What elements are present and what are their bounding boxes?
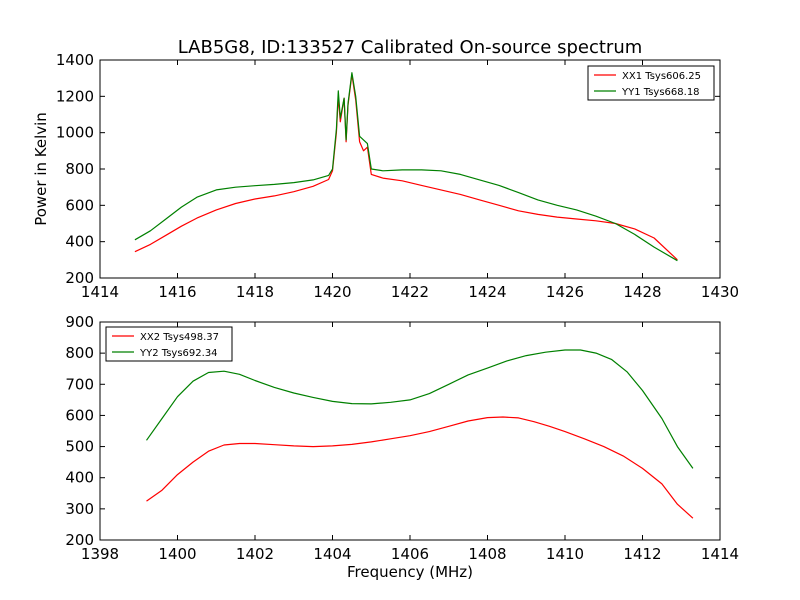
legend-box	[587, 65, 715, 101]
x-tick-label: 1418	[236, 283, 274, 301]
y-tick-label: 600	[65, 406, 94, 424]
y-tick-label: 800	[65, 344, 94, 362]
x-tick-label: 1426	[546, 283, 584, 301]
legend-entry: YY1 Tsys668.18	[621, 87, 700, 98]
x-tick-label: 1430	[701, 283, 739, 301]
x-axis-label: Frequency (MHz)	[347, 563, 473, 581]
y-tick-label: 800	[65, 160, 94, 178]
y-tick-label: 700	[65, 375, 94, 393]
legend: XX2 Tsys498.37 YY2 Tsys692.34	[105, 326, 233, 362]
y-tick-label: 600	[65, 196, 94, 214]
x-tick-label: 1406	[391, 545, 429, 563]
legend-entry: XX1 Tsys606.25	[622, 71, 701, 82]
y-tick-label: 1000	[56, 124, 94, 142]
series-line-yy2	[146, 349, 694, 469]
x-tick-label: 1422	[391, 283, 429, 301]
y-tick-label: 1400	[56, 51, 94, 69]
y-tick-label: 500	[65, 438, 94, 456]
x-tick-label: 1416	[158, 283, 196, 301]
x-tick-label: 1414	[701, 545, 739, 563]
legend-entry: XX2 Tsys498.37	[140, 332, 219, 343]
series-line-xx2	[146, 416, 694, 519]
x-tick-label: 1414	[81, 283, 119, 301]
y-tick-label: 200	[65, 531, 94, 549]
y-tick-label: 400	[65, 469, 94, 487]
top-spectrum-panel: 1414 1416 1418 1420 1422 1424 1426 1428 1430 200 4…	[56, 51, 739, 301]
y-tick-label: 900	[65, 313, 94, 331]
x-tick-label: 1412	[623, 545, 661, 563]
x-tick-label: 1420	[313, 283, 351, 301]
y-tick-label: 400	[65, 233, 94, 251]
y-tick-label: 300	[65, 500, 94, 518]
bottom-spectrum-panel: 1398 1400 1402 1404 1406 1408 1410 1412 1414 200 3…	[65, 313, 739, 563]
x-tick-label: 1398	[81, 545, 119, 563]
x-tick-label: 1402	[236, 545, 274, 563]
figure-title: LAB5G8, ID:133527 Calibrated On-source s…	[178, 37, 643, 58]
x-tick-label: 1404	[313, 545, 351, 563]
legend: XX1 Tsys606.25 YY1 Tsys668.18	[587, 65, 715, 101]
x-tick-label: 1400	[158, 545, 196, 563]
x-tick-label: 1408	[468, 545, 506, 563]
y-tick-label: 200	[65, 269, 94, 287]
x-tick-label: 1424	[468, 283, 506, 301]
series-line-yy1	[134, 72, 678, 262]
y-tick-label: 1200	[56, 87, 94, 105]
x-tick-label: 1428	[623, 283, 661, 301]
legend-box	[105, 326, 233, 362]
legend-entry: YY2 Tsys692.34	[139, 348, 218, 359]
x-tick-label: 1410	[546, 545, 584, 563]
y-axis-label: Power in Kelvin	[32, 112, 50, 226]
